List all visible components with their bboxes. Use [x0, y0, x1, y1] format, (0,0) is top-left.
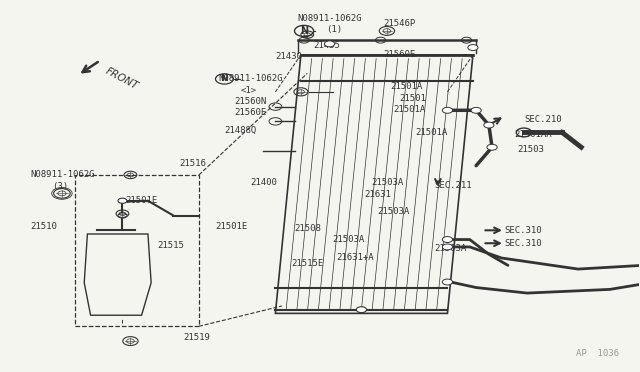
Text: 21510: 21510 [30, 222, 57, 231]
Text: 21430: 21430 [275, 52, 302, 61]
Circle shape [484, 122, 494, 128]
Text: AP  1036: AP 1036 [577, 349, 620, 358]
Text: 21501: 21501 [399, 94, 426, 103]
Text: SEC.310: SEC.310 [505, 226, 543, 235]
Text: 21515E: 21515E [291, 259, 324, 268]
Circle shape [471, 108, 481, 113]
Text: 21631+A: 21631+A [336, 253, 374, 263]
Text: 21400: 21400 [250, 178, 276, 187]
Circle shape [442, 108, 452, 113]
Circle shape [442, 237, 452, 243]
Circle shape [442, 279, 452, 285]
Text: 21560E: 21560E [234, 108, 266, 117]
Text: 21508: 21508 [294, 224, 321, 233]
Text: 21501A: 21501A [415, 128, 448, 137]
Text: (1): (1) [326, 25, 342, 33]
Circle shape [356, 307, 367, 312]
Text: 21503A: 21503A [333, 235, 365, 244]
Text: (3): (3) [52, 182, 68, 190]
Text: 21501E: 21501E [215, 222, 247, 231]
Text: 21501A: 21501A [390, 82, 422, 91]
Circle shape [118, 213, 127, 218]
Text: N: N [300, 26, 308, 36]
Text: N08911-1062G: N08911-1062G [30, 170, 95, 179]
Text: <1>: <1> [241, 86, 257, 94]
Circle shape [442, 244, 452, 250]
Text: 21501E: 21501E [125, 196, 158, 205]
Text: 21503A: 21503A [371, 178, 403, 187]
Text: 21631: 21631 [365, 190, 392, 199]
Text: N08911-1062G: N08911-1062G [298, 13, 362, 22]
Text: N: N [221, 74, 228, 83]
Text: 21435: 21435 [314, 41, 340, 50]
Text: 21503: 21503 [518, 145, 545, 154]
Text: N08911-1062G: N08911-1062G [218, 74, 282, 83]
Text: 21501AA: 21501AA [515, 130, 552, 139]
Text: SEC.211: SEC.211 [435, 182, 472, 190]
Text: 21503A: 21503A [435, 244, 467, 253]
Text: 21519: 21519 [183, 333, 210, 342]
Text: SEC.310: SEC.310 [505, 239, 543, 248]
Circle shape [468, 45, 478, 51]
Text: FRONT: FRONT [103, 66, 140, 92]
Text: SEC.210: SEC.210 [524, 115, 561, 124]
Circle shape [487, 144, 497, 150]
Text: 21560E: 21560E [384, 51, 416, 60]
Text: 21546P: 21546P [384, 19, 416, 28]
Text: 21488Q: 21488Q [225, 126, 257, 135]
Circle shape [118, 198, 127, 203]
Text: 21501A: 21501A [394, 105, 426, 114]
Circle shape [324, 41, 335, 47]
Text: 21503A: 21503A [378, 207, 410, 217]
Text: 21516: 21516 [180, 159, 207, 169]
Text: 21560N: 21560N [234, 97, 266, 106]
Text: 21515: 21515 [157, 241, 184, 250]
